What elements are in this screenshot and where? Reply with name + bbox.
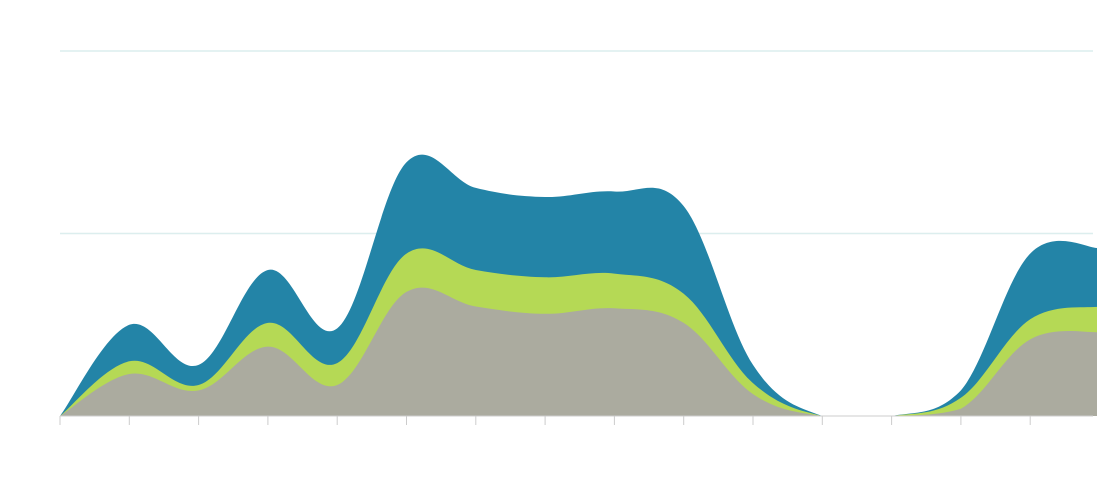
stacked-areas <box>60 154 1097 417</box>
area-series-1 <box>60 287 1097 417</box>
x-axis <box>59 415 1093 425</box>
